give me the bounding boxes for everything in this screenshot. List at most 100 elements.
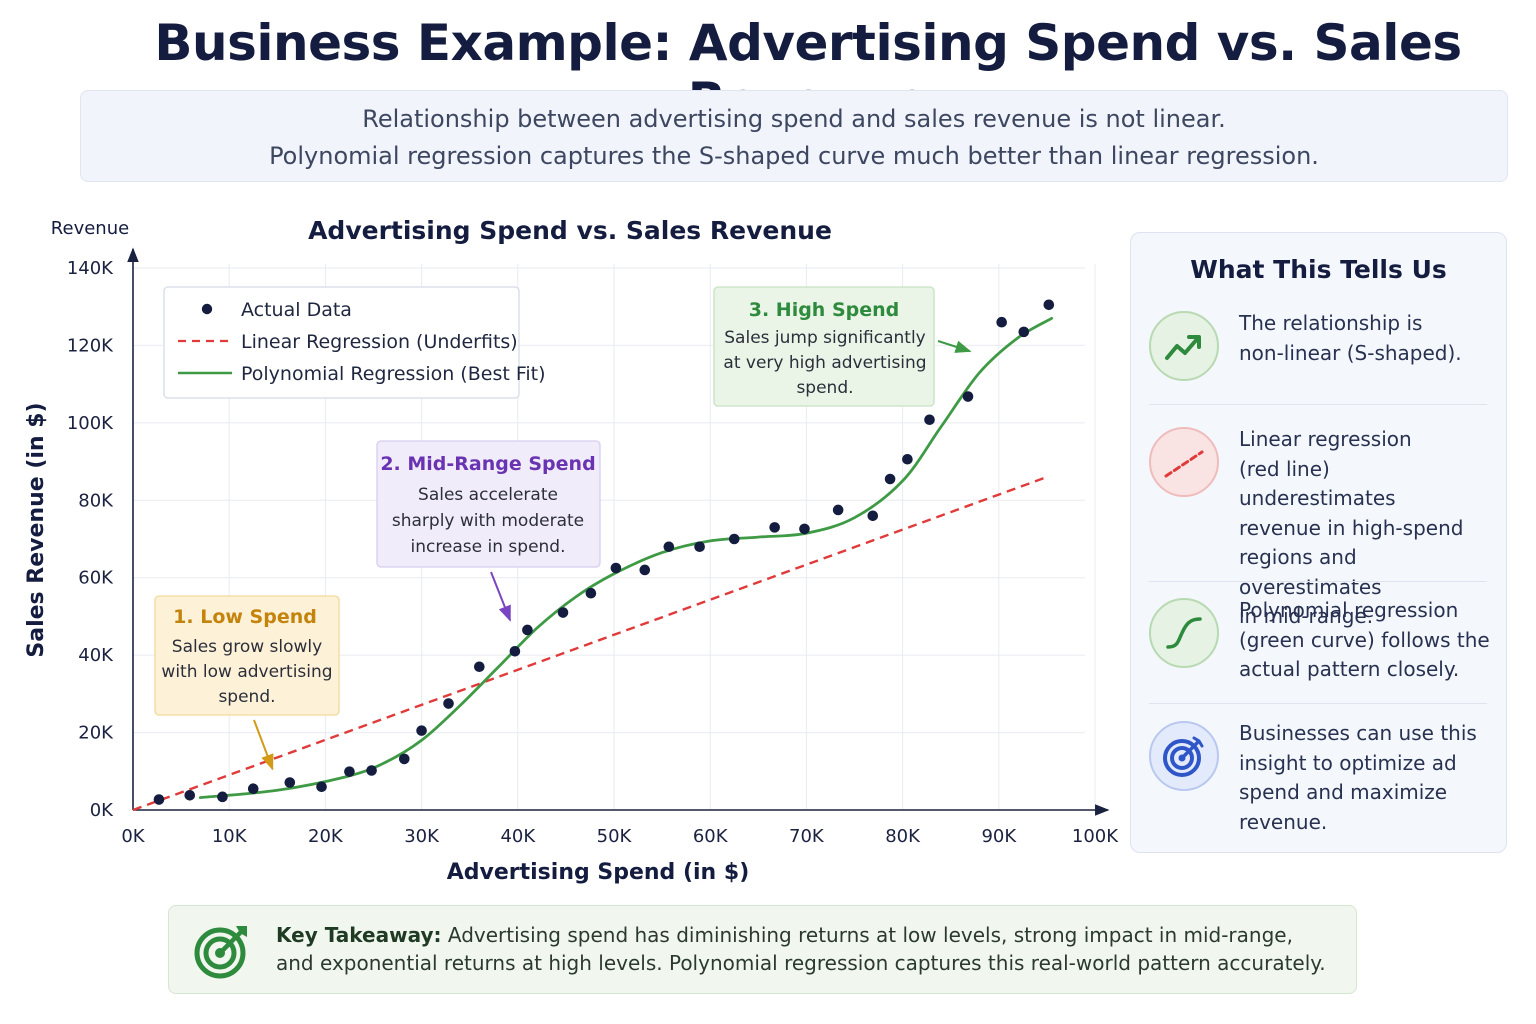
axis-ticks: 0K 10K 20K 30K 40K 50K 60K 70K 80K 90K 100K 0K 20K 40… (67, 258, 1119, 847)
annotation-low-line-1: Sales grow slowly (172, 637, 322, 657)
legend-label-linear: Linear Regression (Underfits) (241, 331, 518, 353)
y-tick-label: 0K (90, 800, 114, 821)
insight-4-line-2: insight to optimize ad (1239, 750, 1457, 775)
annotation-high-box (713, 286, 935, 407)
data-point (184, 789, 196, 801)
data-point (585, 587, 597, 599)
annotation-mid-spend: 2. Mid-Range Spend Sales accelerate shar… (376, 440, 601, 568)
data-point (1018, 326, 1030, 338)
insight-divider-2 (1149, 581, 1487, 582)
x-tick-label: 90K (981, 826, 1017, 847)
annotation-high-title: 3. High Spend (749, 299, 900, 321)
data-point (284, 777, 296, 788)
data-point (509, 645, 521, 657)
data-point (398, 753, 410, 765)
subtitle-box: Relationship between advertising spend a… (80, 90, 1508, 182)
x-tick-label: 0K (121, 826, 145, 847)
insights-title: What This Tells Us (1190, 255, 1447, 284)
insight-text-3: Polynomial regression (green curve) foll… (1239, 596, 1491, 685)
linear-regression-line (132, 475, 1048, 812)
takeaway-line-1: Key Takeaway: Advertising spend has dimi… (276, 921, 1336, 949)
insight-4-line-1: Businesses can use this (1239, 721, 1477, 745)
data-point (344, 766, 355, 777)
x-tick-label: 60K (693, 826, 729, 847)
data-point (832, 504, 844, 516)
insight-2-line-5: in mid-range. (1239, 604, 1374, 628)
y-tick-label: 100K (67, 413, 114, 434)
legend-box (163, 286, 520, 399)
insight-4-line-4: revenue. (1239, 809, 1328, 834)
insight-2-line-1: Linear regression (1239, 427, 1412, 451)
data-point (316, 781, 327, 793)
data-point (663, 541, 675, 553)
x-tick-label: 100K (1072, 826, 1119, 847)
target-icon (1149, 721, 1219, 791)
data-point (867, 510, 879, 522)
annotation-low-spend: 1. Low Spend Sales grow slowly with low … (154, 595, 340, 716)
data-point (557, 607, 569, 618)
x-tick-label: 80K (885, 826, 921, 847)
y-tick-label: 140K (67, 258, 114, 279)
trend-up-icon (1149, 311, 1219, 381)
key-takeaway-box: Key Takeaway: Advertising spend has dimi… (168, 905, 1357, 994)
annotation-high-line-2: at very high advertising (723, 353, 926, 373)
y-axis-caption: Revenue (51, 218, 129, 239)
takeaway-text: Key Takeaway: Advertising spend has dimi… (276, 921, 1336, 977)
chart-legend: Actual Data Linear Regression (Underfits… (163, 286, 546, 399)
chart-title: Advertising Spend vs. Sales Revenue (308, 216, 832, 245)
data-point (443, 698, 454, 709)
insight-1-line-1: The relationship is (1239, 311, 1423, 335)
annotation-high-line-3: spend. (796, 378, 853, 398)
annotation-mid-title: 2. Mid-Range Spend (380, 453, 595, 475)
target-icon (194, 926, 247, 979)
data-point (153, 794, 165, 805)
insight-text-1: The relationship is non-linear (S-shaped… (1239, 309, 1491, 368)
insight-1-line-2: non-linear (S-shaped). (1239, 340, 1462, 365)
data-point (902, 453, 913, 465)
insight-4-line-3: spend and maximize (1239, 780, 1448, 804)
annotation-low-title: 1. Low Spend (173, 606, 317, 628)
annotation-mid-box (376, 440, 601, 568)
y-tick-label: 80K (78, 490, 114, 511)
insight-text-4: Businesses can use this insight to optim… (1239, 719, 1491, 837)
annotation-mid-line-1: Sales accelerate (418, 485, 558, 505)
legend-label-poly: Polynomial Regression (Best Fit) (241, 363, 546, 385)
annotation-mid-line-2: sharply with moderate (392, 511, 584, 531)
x-tick-label: 40K (500, 826, 536, 847)
annotation-mid-line-3: increase in spend. (410, 537, 565, 557)
insight-divider-3 (1149, 703, 1487, 704)
legend-marker-actual (201, 303, 213, 315)
data-point (1043, 299, 1055, 311)
polynomial-regression-curve (198, 316, 1054, 799)
data-point (799, 523, 810, 535)
insight-2-line-3: revenue in high-spend (1239, 515, 1464, 540)
data-point (217, 791, 228, 803)
data-point (962, 391, 974, 402)
annotation-arrow (490, 571, 512, 622)
dashed-line-icon (1149, 427, 1219, 497)
series-layer (132, 299, 1055, 812)
y-tick-label: 120K (67, 335, 114, 356)
data-point (924, 414, 935, 426)
annotation-low-box (154, 595, 340, 716)
y-tick-label: 40K (78, 645, 114, 666)
x-tick-label: 10K (212, 826, 248, 847)
data-point (639, 564, 651, 576)
data-point (522, 624, 533, 636)
x-tick-label: 30K (404, 826, 440, 847)
data-point (996, 316, 1007, 328)
s-curve-icon (1149, 598, 1219, 668)
insight-3-line-1: Polynomial regression (1239, 598, 1459, 622)
scatter-chart: Advertising Spend vs. Sales Revenue 0K 10… (24, 216, 1119, 885)
data-point (884, 473, 896, 485)
annotation-high-spend: 3. High Spend Sales jump significantly a… (713, 286, 935, 407)
subtitle-line-2: Polynomial regression captures the S-sha… (269, 142, 1319, 170)
data-point (416, 725, 427, 736)
insight-3-line-2: (green curve) follows the (1239, 627, 1490, 652)
insight-2-line-2: (red line) underestimates (1239, 456, 1396, 511)
annotation-arrows (253, 340, 972, 771)
y-axis-label: Sales Revenue (in $) (24, 402, 49, 657)
legend-label-actual: Actual Data (241, 299, 352, 321)
insights-panel: What This Tells Us The relationship is n… (1130, 232, 1507, 853)
x-tick-label: 20K (308, 826, 344, 847)
